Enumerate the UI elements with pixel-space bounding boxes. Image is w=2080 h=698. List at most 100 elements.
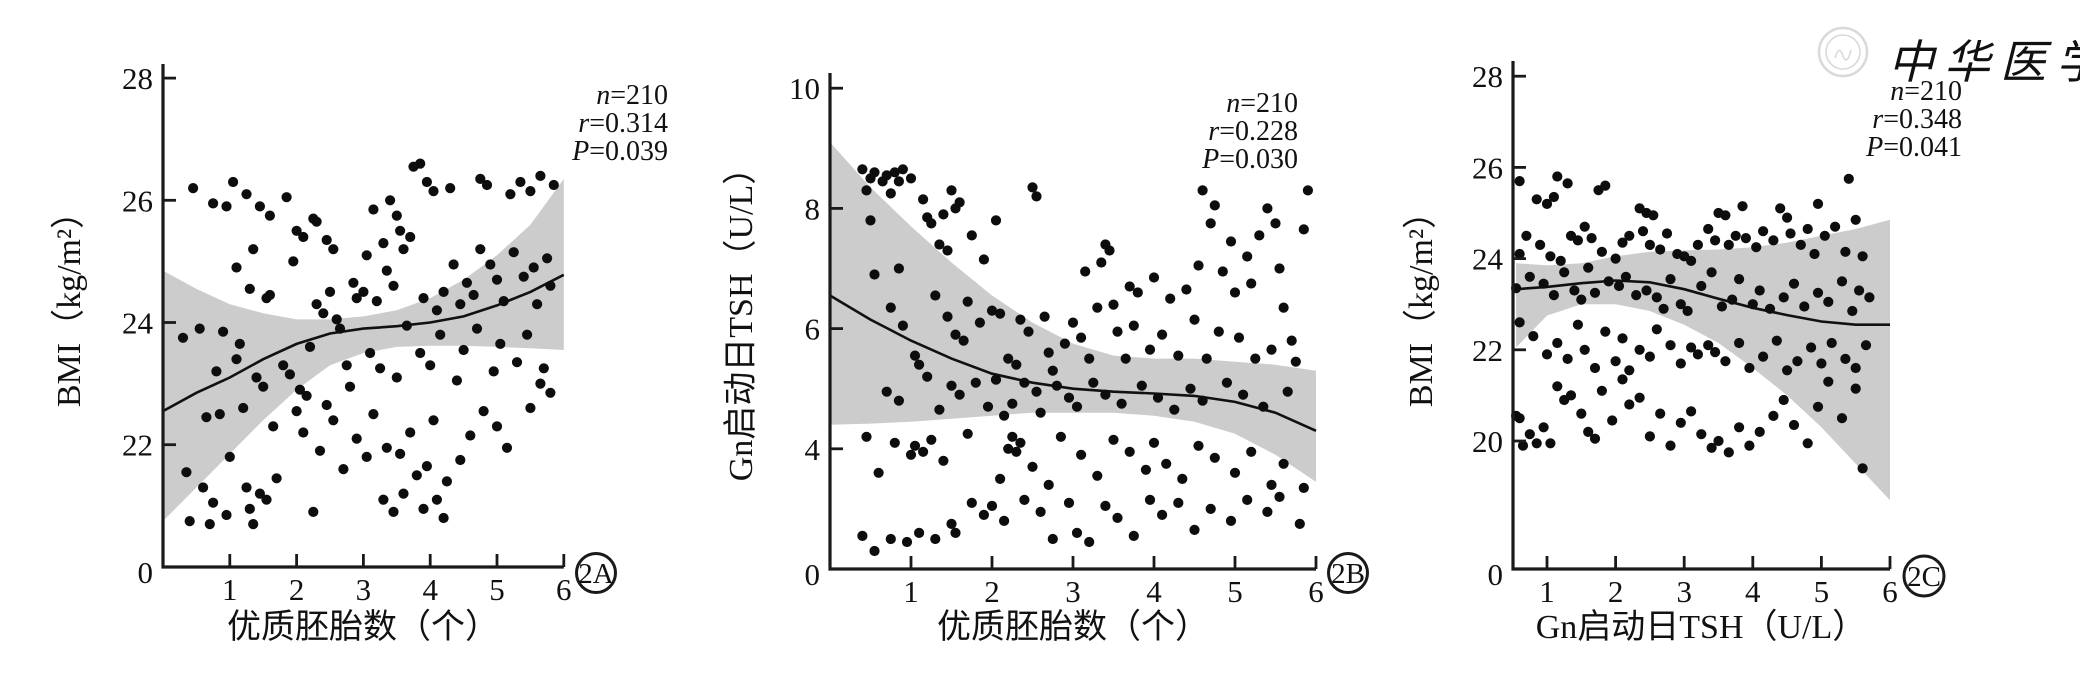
scatter-point [1185,383,1196,394]
scatter-point [1617,237,1628,248]
scatter-point [1562,353,1573,364]
scatter-point [204,519,215,530]
scatter-point [889,167,900,178]
scatter-point [1003,443,1014,454]
scatter-point [1225,515,1237,526]
scatter-point [918,446,929,457]
scatter-point [1655,244,1666,255]
scatter-point [532,299,543,310]
scatter-point [926,218,937,229]
scatter-point [428,186,439,197]
scatter-point [1302,185,1313,196]
scatter-point [231,262,242,273]
scatter-point [1723,239,1734,250]
panel-badge-label: 2A [578,558,614,590]
scatter-point [1751,242,1762,253]
scatter-point [378,494,389,505]
x-tick-label: 3 [1065,574,1081,609]
scatter-point [1665,340,1676,351]
scatter-point [1035,506,1046,517]
stats-line: n=210 [596,80,668,111]
scatter-point [1600,180,1611,191]
panel-2B: 10 8 6 4 0 1 2 3 4 5 6 优质胚胎数（个） Gn启动日TSH（U/L） n=210r=… [722,71,1369,646]
scatter-point [1651,324,1662,335]
scatter-point [1092,302,1103,313]
scatter-point [1734,337,1745,349]
scatter-point [1535,239,1546,250]
scatter-point [1631,290,1642,301]
scatter-point [1775,203,1786,214]
scatter-point [1084,536,1095,548]
x-tick-label: 5 [1814,574,1830,609]
scatter-point [1545,251,1556,262]
scatter-point [248,519,259,530]
scatter-point [351,433,362,444]
scatter-point [1665,440,1676,451]
stats-line: r=0.228 [1208,116,1298,147]
scatter-point [358,286,369,297]
scatter-point [999,410,1010,421]
scatter-point [897,164,909,175]
scatter-point [1552,337,1563,349]
scatter-point [1136,380,1147,391]
scatter-point [344,381,356,392]
scatter-point [1620,271,1631,282]
scatter-point [1552,381,1563,392]
scatter-point [990,215,1002,226]
scatter-point [1692,349,1703,360]
scatter-point [999,515,1010,526]
scatter-point [318,308,329,319]
scatter-point [455,299,466,310]
scatter-point [495,338,506,349]
scatter-point [208,497,219,508]
panel-badge-circle [575,552,617,594]
y-tick-label: 20 [1472,424,1503,459]
scatter-point [1217,266,1228,277]
scatter-point [421,461,432,472]
scatter-point [1572,319,1583,330]
scatter-point [545,280,556,291]
scatter-point [869,545,880,557]
scatter-point [334,323,346,334]
scatter-point [475,244,486,255]
scatter-point [522,329,533,340]
scatter-point [1124,281,1135,292]
scatter-point [1812,198,1824,209]
scatter-point [1201,353,1212,364]
scatter-point [1703,340,1714,351]
x-tick-label: 3 [1676,574,1692,609]
scatter-point [388,506,399,517]
scatter-point [1229,467,1241,478]
scatter-point [465,430,476,441]
scatter-point [268,421,279,432]
scatter-point [1850,362,1861,374]
scatter-point [194,323,205,334]
scatter-point [1031,386,1042,397]
scatter-point [1096,257,1107,268]
scatter-point [1278,302,1289,313]
scatter-point [958,335,969,346]
scatter-point [208,198,219,209]
stats-line: r=0.314 [578,108,668,139]
scatter-point [1552,171,1563,182]
scatter-point [1768,410,1779,421]
scatter-point [1641,285,1652,296]
scatter-point [515,176,526,188]
scatter-point [328,244,339,255]
scatter-point [1181,284,1192,295]
scatter-point [857,530,868,542]
scatter-point [1617,374,1628,385]
scatter-point [1205,503,1216,514]
x-axis-title: 优质胚胎数（个） [227,608,499,646]
scatter-point [395,448,406,459]
scatter-point [1003,353,1014,364]
scatter-point [321,399,332,411]
scatter-point [1675,358,1686,369]
scatter-point [1826,337,1837,349]
scatter-point [231,354,242,365]
scatter-point [1128,320,1139,331]
scatter-point [1043,347,1054,358]
scatter-point [1840,353,1851,364]
scatter-point [1806,342,1817,353]
scatter-point [411,470,422,481]
